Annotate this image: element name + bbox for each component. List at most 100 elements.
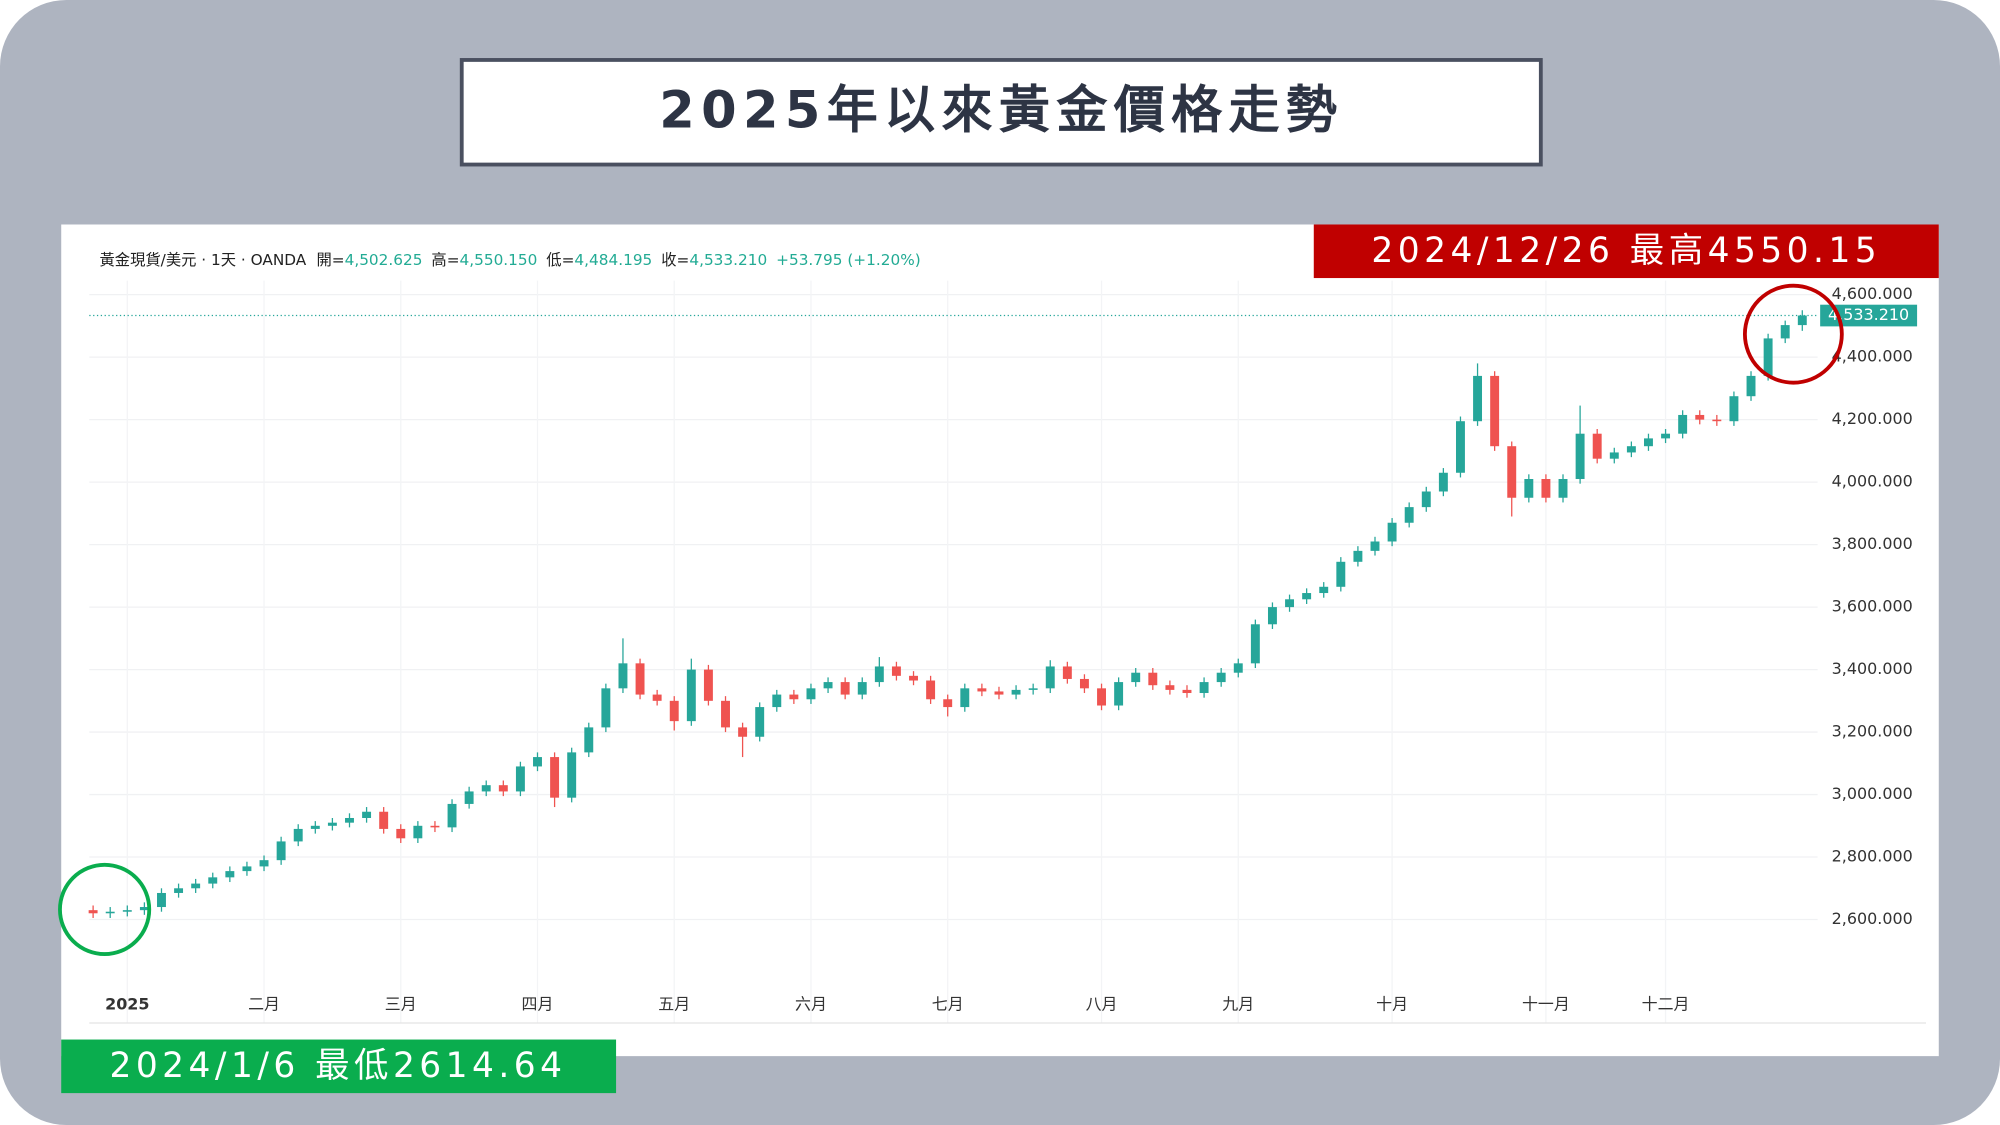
field-value: 4,484.195: [574, 251, 652, 269]
candle-body: [1045, 666, 1055, 689]
candle-body: [1541, 479, 1551, 498]
candle-body: [1370, 541, 1380, 551]
candle-body: [88, 910, 98, 914]
x-tick-label: 四月: [522, 995, 554, 1014]
candle-body: [584, 727, 594, 753]
x-tick-label: 六月: [795, 995, 827, 1014]
candle-body: [1626, 446, 1636, 453]
candle-body: [1079, 678, 1089, 689]
candle-body: [1182, 689, 1192, 694]
y-tick-label: 4,000.000: [1832, 472, 1913, 491]
x-tick-label: 2025: [105, 995, 149, 1014]
ohlc-header: 黃金現貨/美元 · 1天 · OANDA 開=4,502.625 高=4,550.1…: [99, 251, 920, 269]
candle-body: [755, 707, 765, 737]
candle-body: [498, 785, 508, 792]
candle-body: [703, 669, 713, 701]
candle-body: [1062, 666, 1072, 679]
candle-body: [618, 663, 628, 689]
x-tick-label: 十月: [1376, 995, 1408, 1014]
candle-body: [1490, 375, 1500, 447]
candle-body: [1558, 479, 1568, 498]
candle-body: [669, 700, 679, 722]
y-tick-label: 3,200.000: [1832, 722, 1913, 741]
candle-body: [1678, 414, 1688, 434]
candle-body: [1797, 315, 1807, 326]
candle-body: [157, 892, 166, 908]
candle-body: [1763, 338, 1773, 376]
y-tick-label: 4,400.000: [1832, 347, 1913, 366]
candle-body: [1644, 438, 1653, 447]
candle-body: [567, 752, 577, 798]
candle-body: [533, 757, 542, 767]
candle-body: [891, 666, 901, 676]
candle-body: [1319, 586, 1329, 594]
candle-body: [857, 682, 867, 695]
candle-body: [1507, 446, 1517, 498]
candle-body: [1302, 593, 1312, 600]
chart-panel: [61, 224, 1939, 1057]
candle-body: [789, 694, 799, 700]
low-banner-text: 2024/1/6 最低2614.64: [109, 1046, 566, 1086]
candle-body: [686, 669, 696, 722]
candle-body: [1216, 672, 1226, 683]
candle-body: [1609, 452, 1619, 459]
candle-body: [652, 694, 662, 701]
field-label: 收=: [661, 251, 689, 269]
candle-body: [601, 688, 611, 728]
y-tick-label: 3,000.000: [1832, 784, 1913, 803]
candle-body: [1199, 682, 1209, 694]
candle-body: [139, 907, 149, 911]
candle-body: [1267, 607, 1277, 625]
candle-body: [823, 682, 833, 689]
field-value: 4,533.210: [689, 251, 767, 269]
y-tick-label: 4,200.000: [1832, 409, 1913, 428]
candle-body: [1353, 550, 1363, 562]
field-label: 高=: [431, 251, 459, 269]
candle-body: [1746, 375, 1756, 397]
field-value: 4,550.150: [460, 251, 538, 269]
candle-body: [635, 663, 645, 695]
candle-body: [1404, 507, 1414, 523]
candle-body: [1473, 375, 1483, 422]
candle-body: [1575, 433, 1585, 480]
candle-body: [738, 727, 748, 737]
candle-body: [1780, 325, 1790, 339]
change: +53.795 (+1.20%): [776, 251, 921, 269]
candle-body: [874, 666, 884, 683]
y-tick-label: 2,800.000: [1832, 847, 1913, 866]
x-tick-label: 五月: [658, 995, 690, 1014]
candle-body: [909, 675, 918, 681]
candle-body: [1592, 433, 1602, 459]
candle-body: [379, 811, 389, 829]
high-highlight: [1742, 283, 1844, 385]
y-tick-label: 2,600.000: [1832, 909, 1913, 928]
candle-body: [515, 766, 525, 792]
candle-body: [1165, 685, 1175, 690]
candle-body: [1011, 689, 1021, 695]
x-tick-label: 十二月: [1642, 995, 1690, 1014]
candle-body: [1336, 561, 1346, 587]
candle-body: [447, 803, 457, 828]
candle-body: [345, 817, 354, 823]
candle-body: [481, 785, 491, 792]
candle-body: [464, 791, 474, 804]
candle-body: [174, 888, 184, 893]
candle-body: [994, 691, 1004, 695]
y-tick-label: 3,800.000: [1832, 534, 1913, 553]
candle-body: [276, 841, 286, 861]
candle-body: [225, 871, 235, 878]
x-tick-label: 三月: [385, 995, 417, 1014]
candle-body: [1097, 688, 1106, 706]
candle-body: [1148, 672, 1158, 686]
low-banner: [61, 1039, 617, 1094]
candle-body: [122, 910, 132, 912]
last-price-label: 4,533.210: [1828, 305, 1909, 324]
candle-body: [977, 688, 987, 692]
candle-body: [105, 911, 115, 914]
y-tick-label: 4,600.000: [1832, 284, 1913, 303]
candle-body: [943, 699, 953, 708]
candle-body: [806, 688, 816, 700]
low-highlight: [58, 862, 152, 956]
x-tick-label: 八月: [1086, 995, 1118, 1014]
